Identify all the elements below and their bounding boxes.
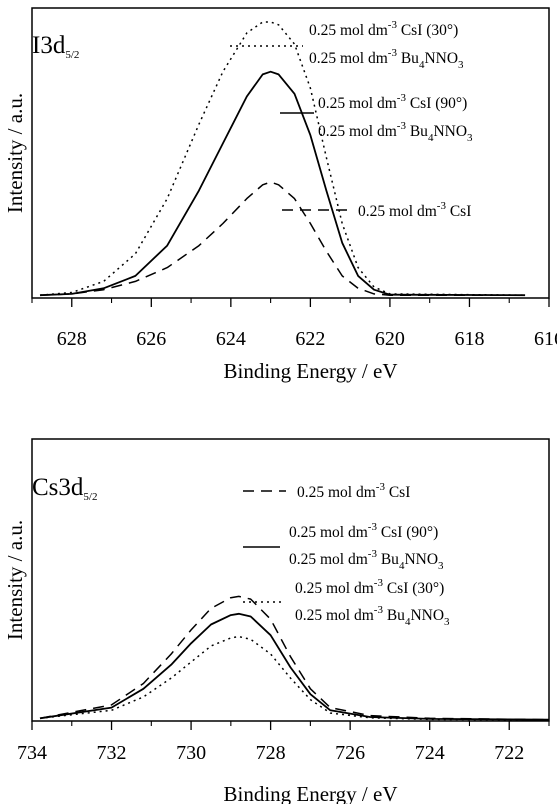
x-tick-label: 722 (494, 742, 524, 764)
x-tick-label: 618 (454, 328, 484, 350)
x-axis-title: Binding Energy / eV (223, 782, 397, 804)
series-line-dotted (39, 635, 550, 721)
panel-label: Cs3d5/2 (32, 474, 97, 503)
x-tick-label: 622 (295, 328, 325, 350)
legend-entry-text: 0.25 mol dm-3 Bu4NNO3 (289, 548, 444, 572)
x-tick-label: 616 (534, 328, 557, 350)
x-tick-label: 724 (415, 742, 445, 764)
x-tick-label: 628 (57, 328, 87, 350)
panel-label: I3d5/2 (32, 32, 79, 61)
x-tick-label: 726 (335, 742, 365, 764)
series-line-solid (39, 612, 550, 721)
x-tick-label: 734 (17, 742, 47, 764)
y-axis-title: Intensity / a.u. (3, 93, 27, 213)
panel-i3d: 628 626 624 622 620 618 616 Binding Energy / eV… (3, 7, 557, 383)
legend-entry-text: 0.25 mol dm-3 CsI (358, 200, 471, 220)
series-line-dashed (39, 181, 526, 296)
legend-entry-text: 0.25 mol dm-3 CsI (90°) (318, 92, 467, 112)
plot-frame (31, 7, 550, 299)
x-tick-label: 626 (136, 328, 166, 350)
x-tick-label: 624 (216, 328, 246, 350)
legend-entry-text: 0.25 mol dm-3 Bu4NNO3 (309, 47, 464, 71)
series-line-solid (39, 70, 526, 297)
legend-entry-text: 0.25 mol dm-3 CsI (297, 481, 410, 501)
y-axis-title: Intensity / a.u. (3, 520, 27, 640)
legend-entry-text: 0.25 mol dm-3 CsI (30°) (295, 577, 444, 597)
x-tick-label: 730 (176, 742, 206, 764)
x-axis-title: Binding Energy / eV (223, 359, 397, 383)
panel-cs3d: 734 732 730 728 726 724 722 Binding Energy / eV… (3, 438, 550, 804)
x-tick-label: 732 (97, 742, 127, 764)
x-tick-label: 620 (375, 328, 405, 350)
series-line-dotted (39, 21, 526, 296)
x-tick-label: 728 (256, 742, 286, 764)
legend-entry-text: 0.25 mol dm-3 Bu4NNO3 (295, 604, 450, 628)
legend-entry-text: 0.25 mol dm-3 CsI (30°) (309, 19, 458, 39)
plot-frame (31, 438, 550, 722)
series-line-dashed (39, 595, 550, 721)
legend-entry-text: 0.25 mol dm-3 CsI (90°) (289, 521, 438, 541)
legend-entry-text: 0.25 mol dm-3 Bu4NNO3 (318, 120, 473, 144)
